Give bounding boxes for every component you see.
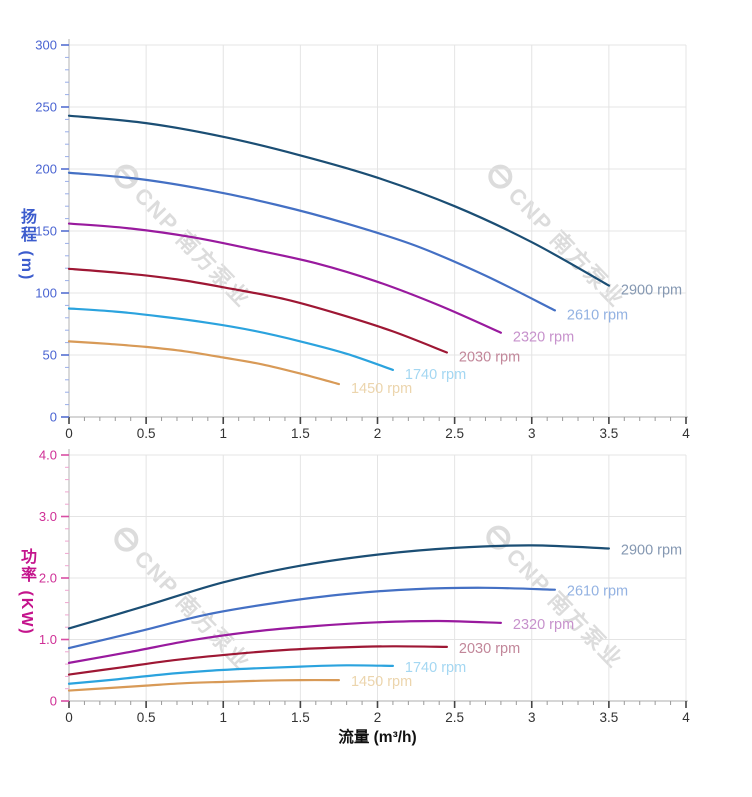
x-axis-tick-label: 0.5 [137,710,156,725]
series-label-2030-rpm: 2030 rpm [459,350,520,366]
x-axis-tick-label: 4 [682,426,690,441]
y-axis-tick-label: 150 [35,224,57,239]
head-flow-chart: 0 0.5 1 1.5 2 2.5 3 3.5 4 0 50 100 150 200 250 300 2900 … [35,38,690,442]
x-axis-tick-label: 2 [374,710,382,725]
watermark-text: CNP 南方泵业 [501,543,628,674]
x-axis-tick-label: 0 [65,426,73,441]
head-axis-title: 扬程 (m) [18,208,35,282]
x-axis-tick-label: 1.5 [291,426,310,441]
curve-2320-rpm [67,222,502,334]
curve-2610-rpm [67,586,556,650]
y-axis-tick-label: 100 [35,286,57,301]
x-axis-tick-label: 1.5 [291,710,310,725]
y-axis-tick-label: 3.0 [39,509,57,524]
cnp-logo-watermark-icon [481,520,516,555]
x-axis-tick-label: 2 [374,426,382,441]
cnp-watermark: CNP 南方泵业 [478,518,631,675]
curve-1450-rpm [67,340,340,386]
x-axis-tick-label: 4 [682,710,690,725]
series-label-1740-rpm: 1740 rpm [405,660,466,676]
series-label-2030-rpm: 2030 rpm [459,641,520,657]
flow-axis-title: 流量 (m³/h) [338,727,416,746]
series-label-1450-rpm: 1450 rpm [351,674,412,690]
y-axis-tick-label: 1.0 [39,632,57,647]
series-label-2610-rpm: 2610 rpm [567,307,628,323]
x-axis-tick-label: 3 [528,426,536,441]
cnp-watermark: CNP 南方泵业 [480,157,633,314]
series-label-2900-rpm: 2900 rpm [621,283,682,299]
watermark-text: CNP 南方泵业 [503,182,630,313]
curve-2320-rpm [67,619,502,664]
x-axis-tick-label: 1 [219,710,227,725]
series-label-2320-rpm: 2320 rpm [513,330,574,346]
cnp-watermark: CNP 南方泵业 [106,520,259,677]
y-axis-tick-label: 300 [35,38,57,53]
power-flow-chart: 0 0.5 1 1.5 2 2.5 3 3.5 4 0 1.0 2.0 3.0 4.0 2900 rpm 26… [39,448,690,747]
x-axis-tick-label: 3.5 [599,710,618,725]
cnp-logo-watermark-icon [109,159,144,194]
cnp-watermark: CNP 南方泵业 [106,157,259,314]
series-label-2900-rpm: 2900 rpm [621,542,682,558]
y-axis-tick-label: 0 [50,694,57,709]
curve-2030-rpm [67,645,448,676]
series-label-2320-rpm: 2320 rpm [513,617,574,633]
x-axis-tick-label: 2.5 [445,426,464,441]
series-label-2610-rpm: 2610 rpm [567,584,628,600]
y-axis-tick-label: 200 [35,162,57,177]
y-axis-tick-label: 50 [43,348,57,363]
series-label-1450-rpm: 1450 rpm [351,381,412,397]
series-label-1740-rpm: 1740 rpm [405,367,466,383]
x-axis-tick-label: 3 [528,710,536,725]
cnp-logo-watermark-icon [483,159,518,194]
watermark-text: CNP 南方泵业 [129,182,256,313]
x-axis-tick-label: 1 [219,426,227,441]
cnp-logo-watermark-icon [109,522,144,557]
curve-2030-rpm [67,267,448,354]
curve-2610-rpm [67,171,556,312]
curve-2900-rpm [67,544,610,630]
power-axis-title: 功率 (KW) [18,548,35,636]
y-axis-tick-label: 4.0 [39,448,57,463]
y-axis-tick-label: 2.0 [39,571,57,586]
watermark-text: CNP 南方泵业 [129,545,256,676]
x-axis-tick-label: 0.5 [137,426,156,441]
x-axis-tick-label: 3.5 [599,426,618,441]
y-axis-tick-label: 0 [50,410,57,425]
curve-2900-rpm [67,114,610,287]
curve-1740-rpm [67,307,394,371]
curve-1740-rpm [67,664,394,685]
x-axis-tick-label: 0 [65,710,73,725]
x-axis-tick-label: 2.5 [445,710,464,725]
y-axis-tick-label: 250 [35,100,57,115]
curve-1450-rpm [67,678,340,692]
